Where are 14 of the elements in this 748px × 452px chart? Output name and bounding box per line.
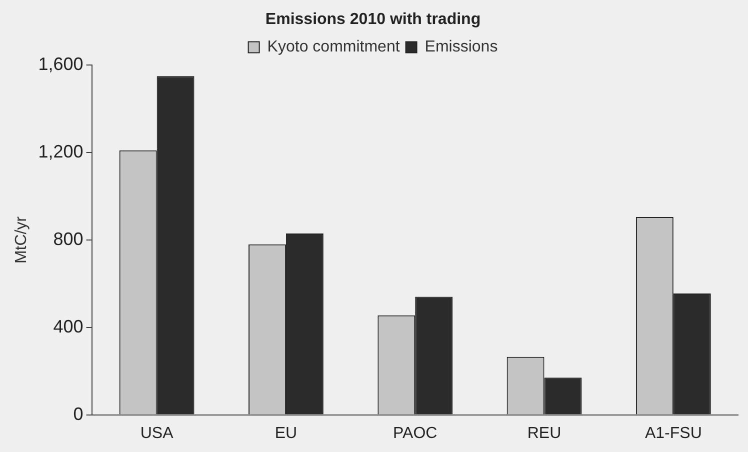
x-tick-label: REU [527, 424, 562, 442]
y-axis-title: MtC/yr [13, 216, 30, 264]
y-tick-label: 400 [53, 316, 84, 336]
x-tick-label: A1-FSU [644, 424, 702, 442]
x-tick-label: PAOC [393, 424, 438, 442]
legend-label: Kyoto commitment [267, 38, 400, 56]
legend-label: Emissions [424, 38, 498, 56]
x-tick-label: USA [140, 424, 174, 442]
y-tick-label: 800 [53, 228, 84, 249]
y-tick-label: 1,600 [38, 54, 84, 74]
y-tick-label: 1,200 [38, 142, 84, 162]
y-tick-label: 0 [73, 404, 84, 424]
chart-title: Emissions 2010 with trading [265, 11, 481, 28]
x-tick-label: EU [274, 424, 298, 442]
